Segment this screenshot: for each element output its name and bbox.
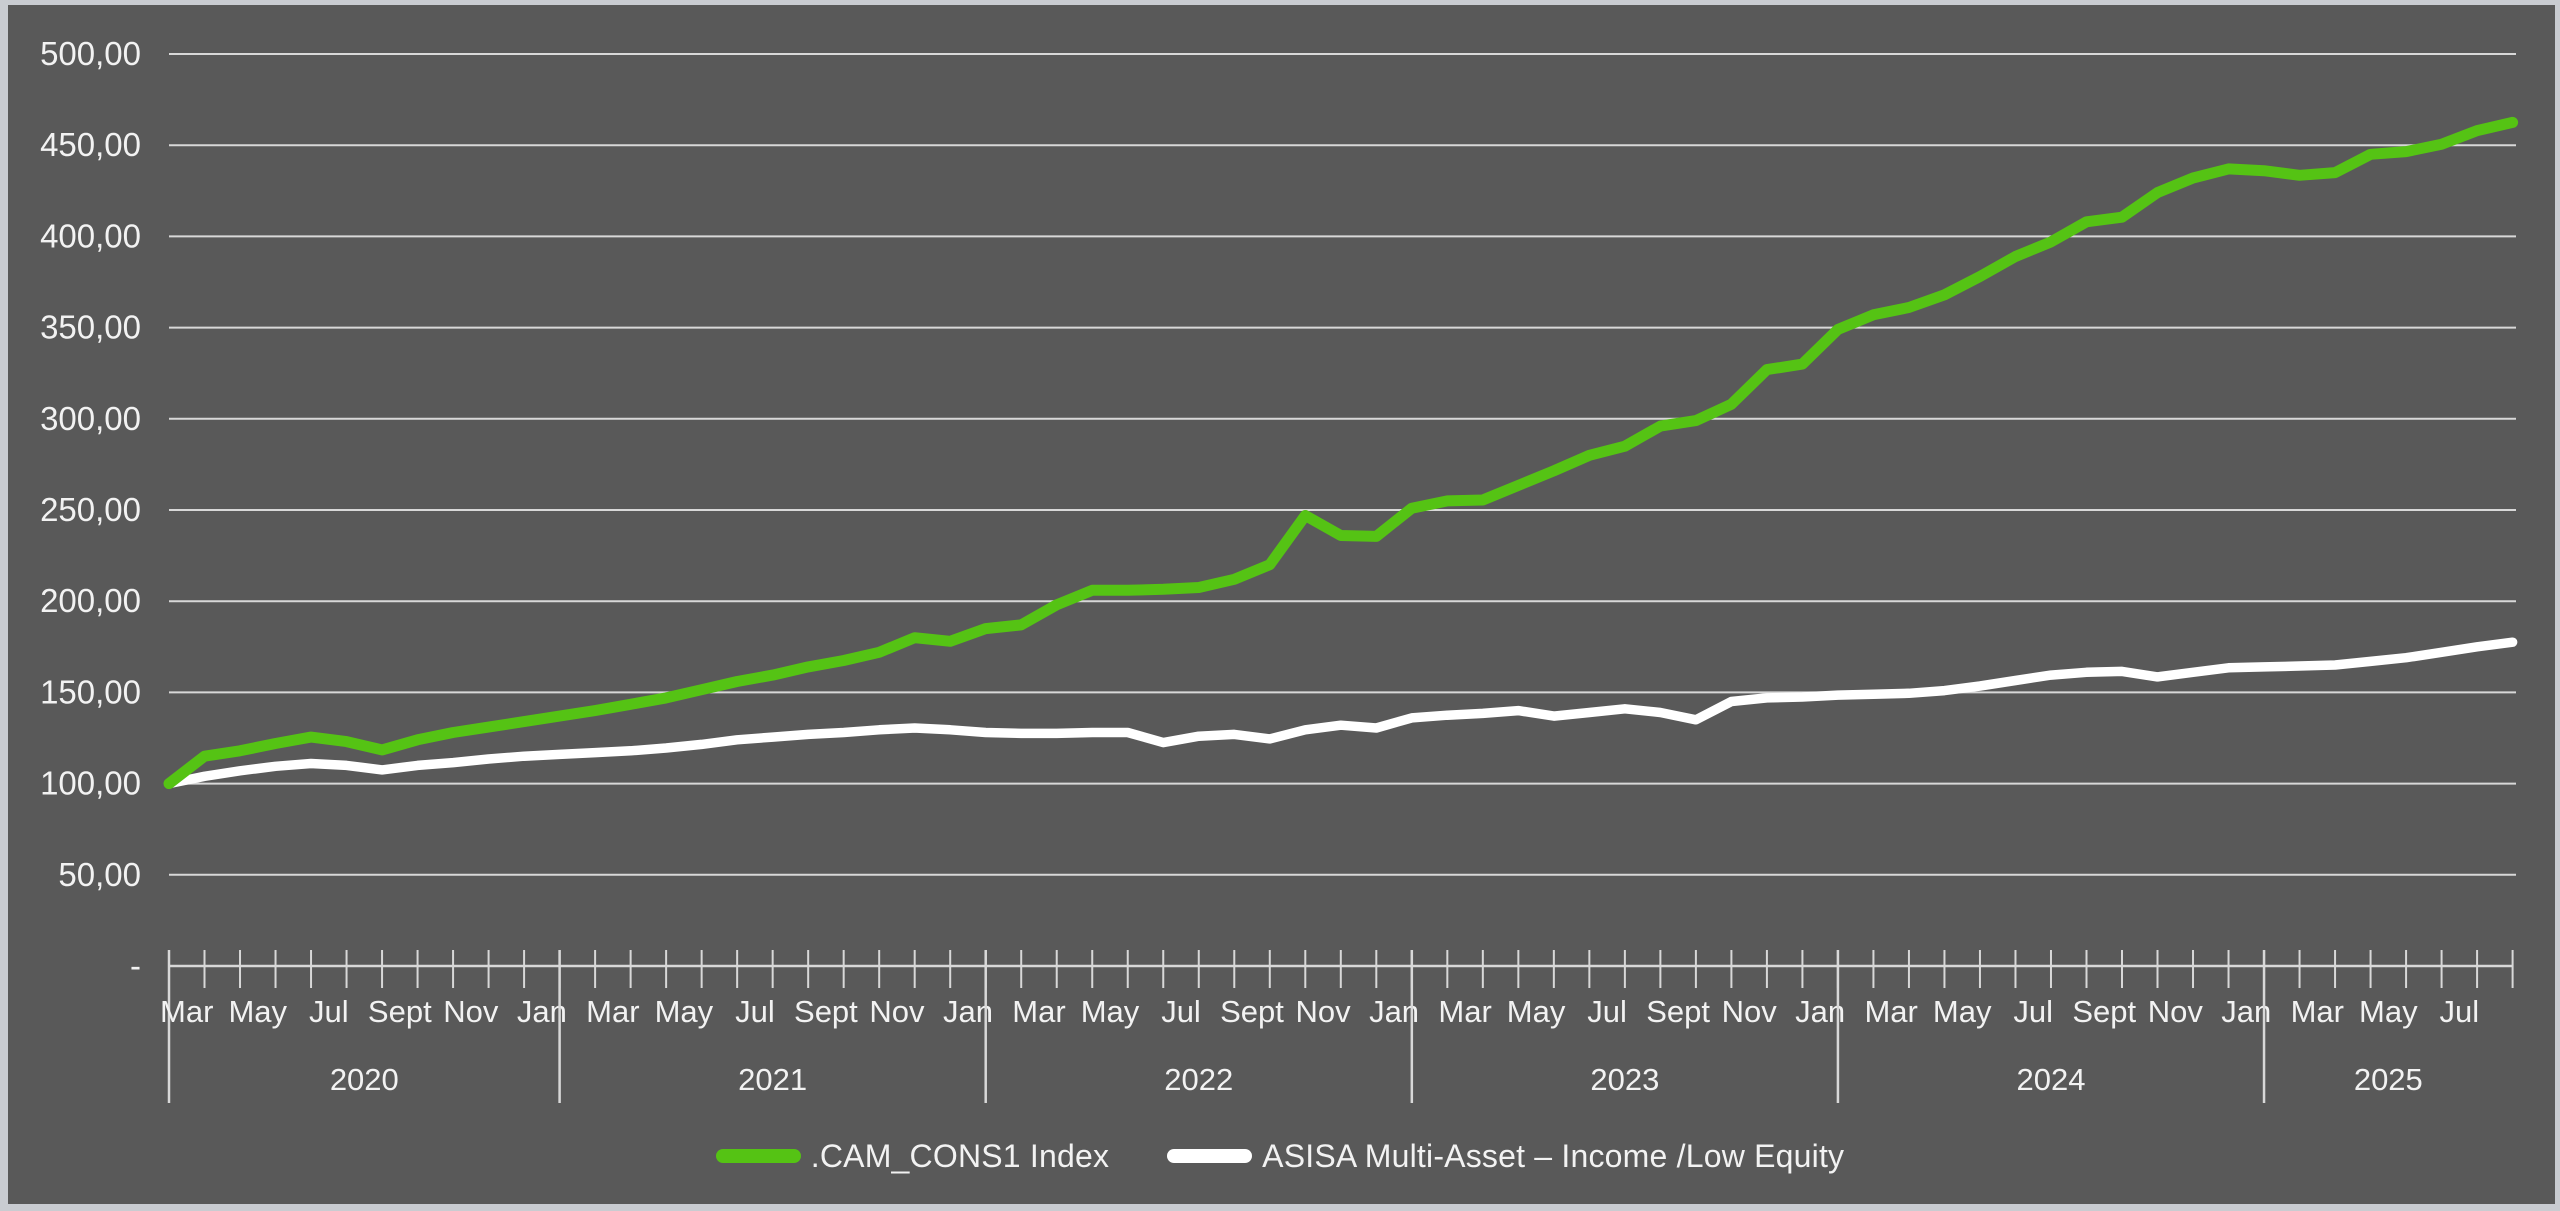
x-axis-month-label: Nov — [869, 994, 925, 1029]
x-axis-month-label: May — [228, 994, 287, 1029]
x-axis-month-label: May — [2359, 994, 2418, 1029]
x-axis-month-label: Jul — [2013, 994, 2053, 1029]
x-axis-month-label: Mar — [160, 994, 213, 1029]
y-axis-label: 150,00 — [40, 673, 141, 710]
legend-item-asisa: ASISA Multi-Asset – Income /Low Equity — [1167, 1138, 1844, 1175]
x-axis-year-label: 2023 — [1590, 1062, 1659, 1097]
x-axis-month-label: Nov — [443, 994, 499, 1029]
x-axis-month-label: Mar — [1864, 994, 1917, 1029]
x-axis-month-label: Nov — [2148, 994, 2204, 1029]
x-axis-month-label: May — [1081, 994, 1140, 1029]
x-axis-month-label: May — [655, 994, 714, 1029]
y-axis-label: 200,00 — [40, 582, 141, 619]
y-axis-label: 400,00 — [40, 217, 141, 254]
x-axis-month-label: Nov — [1722, 994, 1778, 1029]
y-axis-label: 300,00 — [40, 400, 141, 437]
x-axis-month-label: Mar — [1438, 994, 1491, 1029]
x-axis-month-label: Nov — [1295, 994, 1351, 1029]
x-axis-year-label: 2020 — [330, 1062, 399, 1097]
y-axis-label: 250,00 — [40, 491, 141, 528]
x-axis-month-label: Jul — [2440, 994, 2480, 1029]
x-axis-month-label: May — [1507, 994, 1566, 1029]
legend-item-cam-cons1: .CAM_CONS1 Index — [715, 1137, 1110, 1175]
y-axis-label: - — [130, 947, 141, 984]
legend-label-asisa: ASISA Multi-Asset – Income /Low Equity — [1262, 1137, 1845, 1174]
x-axis-year-label: 2025 — [2354, 1062, 2423, 1097]
x-axis-month-label: Jul — [1161, 994, 1201, 1029]
cam-cons1-index-line — [163, 116, 2519, 790]
y-axis-label: 100,00 — [40, 765, 141, 802]
x-axis-month-label: Mar — [2291, 994, 2344, 1029]
x-axis-month-label: Sept — [794, 994, 858, 1029]
y-axis-label: 500,00 — [40, 35, 141, 72]
asisa-line-swatch — [1167, 1149, 1253, 1163]
cam-cons1-line-swatch — [715, 1149, 801, 1163]
x-axis-year-label: 2022 — [1164, 1062, 1233, 1097]
x-axis-month-label: Sept — [1220, 994, 1284, 1029]
x-axis-month-label: Mar — [586, 994, 639, 1029]
y-axis-label: 450,00 — [40, 126, 141, 163]
x-axis-year-label: 2024 — [2016, 1062, 2085, 1097]
x-axis-month-label: Sept — [368, 994, 432, 1029]
legend-label-cam-cons1: .CAM_CONS1 Index — [810, 1137, 1110, 1174]
asisa-multi-asset-line — [164, 637, 2518, 789]
x-axis-month-label: Jul — [309, 994, 349, 1029]
x-axis-month-label: Sept — [2072, 994, 2136, 1029]
legend: .CAM_CONS1 Index ASISA Multi-Asset – Inc… — [0, 1130, 2560, 1182]
y-axis-label: 50,00 — [58, 856, 141, 893]
x-axis-year-label: 2021 — [738, 1062, 807, 1097]
x-axis-month-label: Mar — [1012, 994, 1065, 1029]
x-axis-month-label: May — [1933, 994, 1992, 1029]
x-axis-month-label: Jul — [735, 994, 775, 1029]
x-axis-month-label: Jul — [1587, 994, 1627, 1029]
x-axis-month-label: Sept — [1646, 994, 1710, 1029]
y-axis-label: 350,00 — [40, 309, 141, 346]
